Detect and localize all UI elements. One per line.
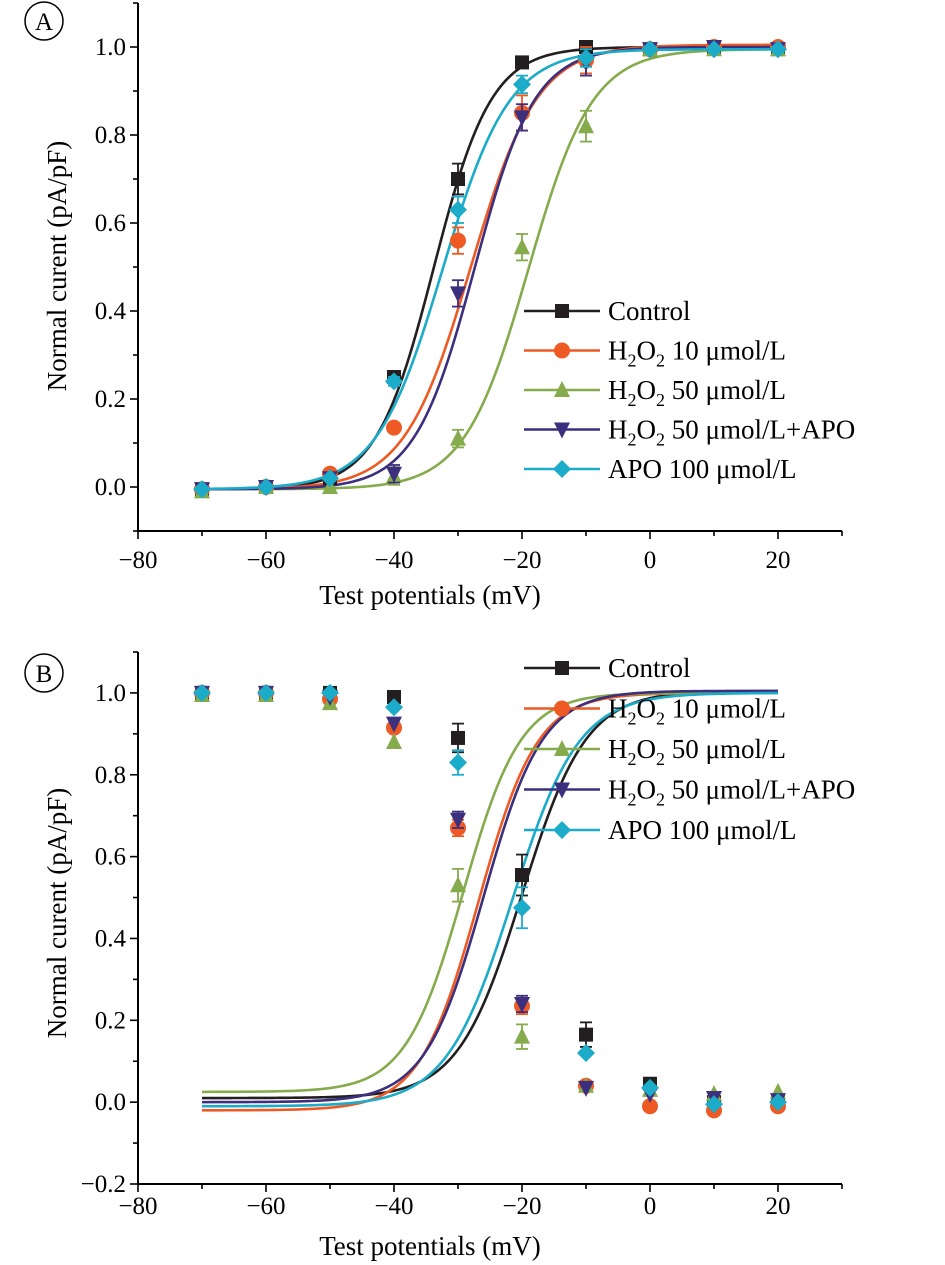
data-point: [513, 75, 531, 93]
legend: Control H2O2 10 μmol/L H2O2 50 μmol/L H2O2 …: [524, 653, 855, 845]
chart-panel-b: −80 −60 −40 −20 0 20 −0.2 0.0 0.2 0.4 0.6 0.8 1.0 Tes…: [25, 652, 855, 1261]
y-tick-label: 0.4: [95, 298, 127, 325]
x-tick-label: 0: [644, 1193, 657, 1220]
y-tick-label: 0.2: [95, 386, 126, 413]
x-tick-label: 20: [766, 1193, 791, 1220]
figure: −80 −60 −40 −20 0 20 0.0 0.2 0.4 0.6 0.8 1.0 Test po…: [0, 0, 945, 1265]
y-tick-label: 0.8: [95, 762, 126, 789]
legend-entry-label: H2O2 50 μmol/L: [608, 375, 786, 410]
x-tick-label: 20: [766, 547, 791, 574]
data-point: [515, 55, 529, 69]
legend: Control H2O2 10 μmol/L H2O2 50 μmol/L H2O2 …: [524, 296, 855, 484]
data-point: [450, 233, 466, 249]
legend-marker: [554, 701, 570, 717]
legend-entry-label: H2O2 50 μmol/L+APO: [608, 775, 855, 810]
x-tick-label: −60: [246, 547, 285, 574]
legend-entry-label: H2O2 50 μmol/L: [608, 734, 786, 769]
x-tick-label: −40: [374, 547, 413, 574]
chart-panel-a: −80 −60 −40 −20 0 20 0.0 0.2 0.4 0.6 0.8 1.0 Test po…: [25, 2, 855, 610]
panel-label: A: [35, 9, 53, 36]
data-point: [515, 868, 529, 882]
data-point: [451, 731, 465, 745]
x-tick-label: −80: [118, 547, 157, 574]
x-tick-label: 0: [644, 547, 657, 574]
y-tick-label: 1.0: [95, 34, 126, 61]
legend-entry-label: H2O2 10 μmol/L: [608, 336, 786, 371]
x-axis-title: Test potentials (mV): [319, 580, 541, 610]
y-axis-title: Normal curent (pA/pF): [42, 141, 72, 391]
legend-entry-label: Control: [608, 296, 691, 326]
legend-entry-label: H2O2 50 μmol/L+APO: [608, 415, 855, 450]
data-point: [514, 1028, 530, 1044]
x-tick-label: −20: [502, 547, 541, 574]
legend-marker: [553, 460, 571, 478]
data-point: [514, 238, 530, 254]
panel-label: B: [36, 661, 53, 688]
data-point: [386, 733, 402, 749]
data-point: [450, 876, 466, 892]
y-tick-label: 0.2: [95, 1007, 126, 1034]
y-tick-label: 0.8: [95, 122, 126, 149]
y-tick-label: 1.0: [95, 680, 126, 707]
y-tick-label: −0.2: [81, 1171, 126, 1198]
data-point: [451, 172, 465, 186]
legend-marker: [554, 343, 570, 359]
legend-entry-label: H2O2 10 μmol/L: [608, 694, 786, 729]
data-point: [577, 1044, 595, 1062]
legend-marker: [553, 821, 571, 839]
x-tick-label: −60: [246, 1193, 285, 1220]
y-tick-label: 0.0: [95, 474, 126, 501]
x-tick-label: −20: [502, 1193, 541, 1220]
data-point: [579, 1028, 593, 1042]
y-axis-title: Normal curent (pA/pF): [42, 788, 72, 1038]
y-tick-label: 0.0: [95, 1089, 126, 1116]
data-point: [449, 753, 467, 771]
legend-entry-label: APO 100 μmol/L: [608, 815, 797, 845]
y-tick-label: 0.4: [95, 925, 127, 952]
legend-marker: [555, 304, 569, 318]
legend-marker: [555, 661, 569, 675]
x-axis-title: Test potentials (mV): [319, 1231, 541, 1261]
data-point: [386, 420, 402, 436]
legend-entry-label: Control: [608, 653, 691, 683]
legend-entry-label: APO 100 μmol/L: [608, 454, 797, 484]
x-tick-label: −40: [374, 1193, 413, 1220]
y-tick-label: 0.6: [95, 844, 126, 871]
y-tick-label: 0.6: [95, 210, 126, 237]
